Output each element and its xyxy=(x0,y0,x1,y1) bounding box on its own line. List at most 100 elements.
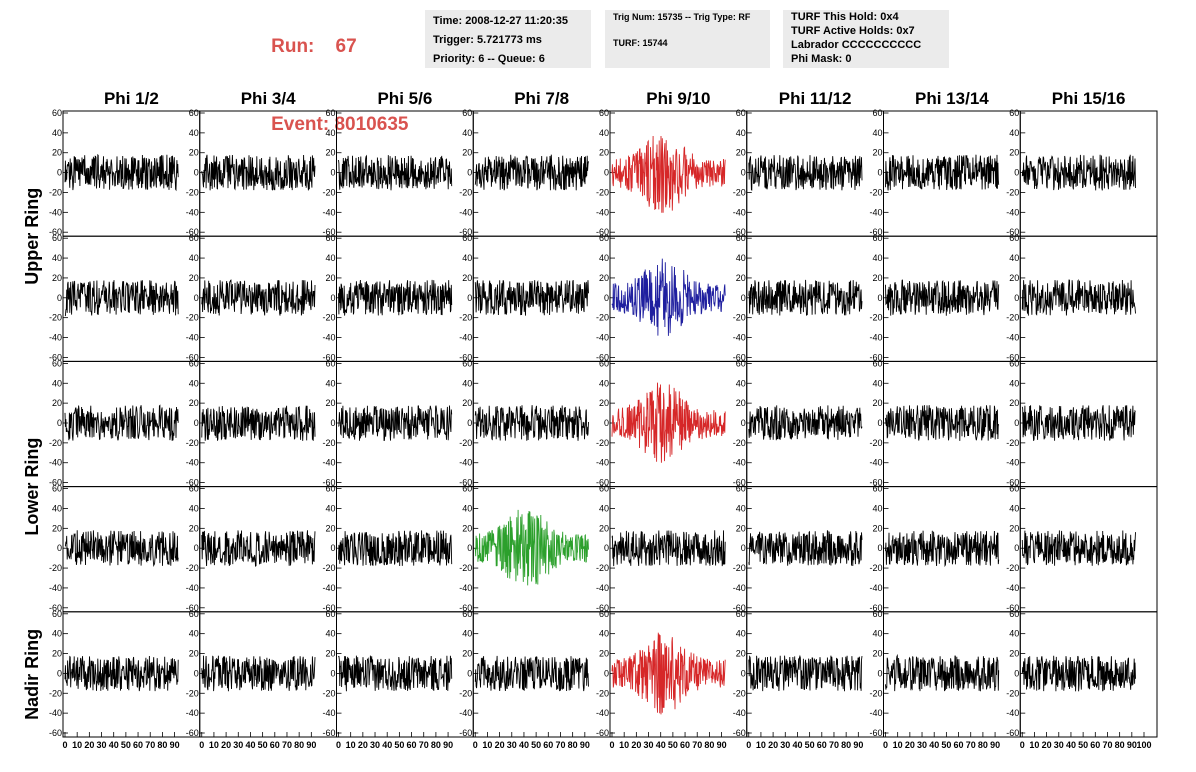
y-tick-label: 60 xyxy=(52,609,62,619)
y-tick-label: 60 xyxy=(462,233,472,243)
y-tick-label: 20 xyxy=(462,398,472,408)
y-tick-label: 20 xyxy=(1009,148,1019,158)
y-tick-label: 60 xyxy=(325,233,335,243)
trigger-line: Trigger: 5.721773 ms xyxy=(433,34,542,46)
trig-info-panel: Trig Num: 15735 -- Trig Type: RF TURF: 1… xyxy=(605,10,770,68)
x-tick-label: 70 xyxy=(1102,740,1112,750)
y-tick-label: 60 xyxy=(52,108,62,118)
y-tick-label: 40 xyxy=(325,253,335,263)
waveform-trace xyxy=(338,655,453,692)
y-tick-label: 40 xyxy=(325,128,335,138)
x-tick-label: 90 xyxy=(853,740,863,750)
x-tick-label: 10 xyxy=(482,740,492,750)
column-header: Phi 5/6 xyxy=(377,89,432,108)
x-tick-label: 10 xyxy=(1029,740,1039,750)
y-tick-label: -60 xyxy=(1006,478,1019,488)
y-tick-label: 60 xyxy=(872,233,882,243)
x-tick-label: 50 xyxy=(941,740,951,750)
y-tick-label: -40 xyxy=(733,708,746,718)
y-tick-label: -40 xyxy=(869,458,882,468)
turf-hold-line: TURF This Hold: 0x4 xyxy=(791,11,899,23)
y-tick-label: 20 xyxy=(325,649,335,659)
y-tick-label: -40 xyxy=(186,583,199,593)
y-tick-label: 60 xyxy=(1009,108,1019,118)
y-tick-label: 60 xyxy=(325,609,335,619)
x-tick-label: 70 xyxy=(829,740,839,750)
y-tick-label: 20 xyxy=(1009,398,1019,408)
x-tick-label: 40 xyxy=(929,740,939,750)
y-tick-label: 60 xyxy=(189,233,199,243)
y-tick-label: 40 xyxy=(52,253,62,263)
y-tick-label: 40 xyxy=(872,629,882,639)
waveform-trace xyxy=(1021,530,1136,566)
waveform-trace xyxy=(748,279,863,316)
y-tick-label: 40 xyxy=(52,503,62,513)
y-tick-label: 40 xyxy=(599,378,609,388)
y-tick-label: 40 xyxy=(189,503,199,513)
time-info-panel: Time: 2008-12-27 11:20:35 Trigger: 5.721… xyxy=(425,10,591,68)
y-tick-label: -20 xyxy=(186,187,199,197)
x-tick-label: 40 xyxy=(245,740,255,750)
y-tick-label: 60 xyxy=(599,484,609,494)
y-tick-label: 20 xyxy=(599,398,609,408)
x-tick-label: 30 xyxy=(97,740,107,750)
y-tick-label: -60 xyxy=(733,728,746,738)
y-tick-label: -20 xyxy=(322,438,335,448)
waveform-trace xyxy=(474,405,589,441)
y-tick-label: -20 xyxy=(459,688,472,698)
y-tick-label: 20 xyxy=(736,649,746,659)
y-tick-label: -20 xyxy=(1006,688,1019,698)
y-tick-label: 40 xyxy=(189,378,199,388)
x-tick-label: 60 xyxy=(954,740,964,750)
y-tick-label: 20 xyxy=(462,273,472,283)
y-tick-label: -20 xyxy=(459,563,472,573)
y-tick-label: -40 xyxy=(186,207,199,217)
y-tick-label: 40 xyxy=(52,378,62,388)
y-tick-label: -20 xyxy=(459,187,472,197)
y-tick-label: -20 xyxy=(596,688,609,698)
y-tick-label: -60 xyxy=(869,478,882,488)
y-tick-label: 60 xyxy=(599,108,609,118)
y-tick-label: 0 xyxy=(57,668,62,678)
y-tick-label: -20 xyxy=(1006,438,1019,448)
waveform-trace xyxy=(64,655,179,692)
y-tick-label: 0 xyxy=(877,168,882,178)
y-tick-label: 0 xyxy=(604,418,609,428)
y-tick-label: -60 xyxy=(49,603,62,613)
y-tick-label: 0 xyxy=(1014,168,1019,178)
waveform-trace xyxy=(474,509,589,586)
y-tick-label: 60 xyxy=(599,358,609,368)
y-tick-label: -20 xyxy=(186,313,199,323)
y-tick-label: -20 xyxy=(733,438,746,448)
y-tick-label: 0 xyxy=(604,668,609,678)
x-tick-label: 40 xyxy=(109,740,119,750)
y-tick-label: 0 xyxy=(741,168,746,178)
x-tick-label: 90 xyxy=(1127,740,1137,750)
y-tick-label: -20 xyxy=(869,438,882,448)
y-tick-label: 40 xyxy=(189,253,199,263)
ring-label: Upper Ring xyxy=(22,188,42,285)
y-tick-label: 60 xyxy=(189,484,199,494)
x-tick-label: 20 xyxy=(84,740,94,750)
x-tick-label: 10 xyxy=(756,740,766,750)
y-tick-label: -60 xyxy=(322,227,335,237)
x-tick-label: 90 xyxy=(580,740,590,750)
waveform-trace xyxy=(474,279,589,316)
x-tick-label: 10 xyxy=(619,740,629,750)
y-tick-label: 40 xyxy=(1009,128,1019,138)
y-tick-label: 0 xyxy=(741,293,746,303)
y-tick-label: 0 xyxy=(1014,418,1019,428)
y-tick-label: 40 xyxy=(52,629,62,639)
waveform-trace xyxy=(748,654,863,692)
x-tick-label: 60 xyxy=(680,740,690,750)
y-tick-label: -60 xyxy=(1006,352,1019,362)
y-tick-label: -40 xyxy=(733,333,746,343)
x-tick-label: 50 xyxy=(394,740,404,750)
y-tick-label: 0 xyxy=(194,668,199,678)
y-tick-label: -40 xyxy=(186,458,199,468)
x-tick-label: 0 xyxy=(746,740,751,750)
x-tick-label: 50 xyxy=(531,740,541,750)
y-tick-label: 40 xyxy=(189,629,199,639)
x-tick-label: 60 xyxy=(270,740,280,750)
waveform-trace xyxy=(1021,655,1136,692)
